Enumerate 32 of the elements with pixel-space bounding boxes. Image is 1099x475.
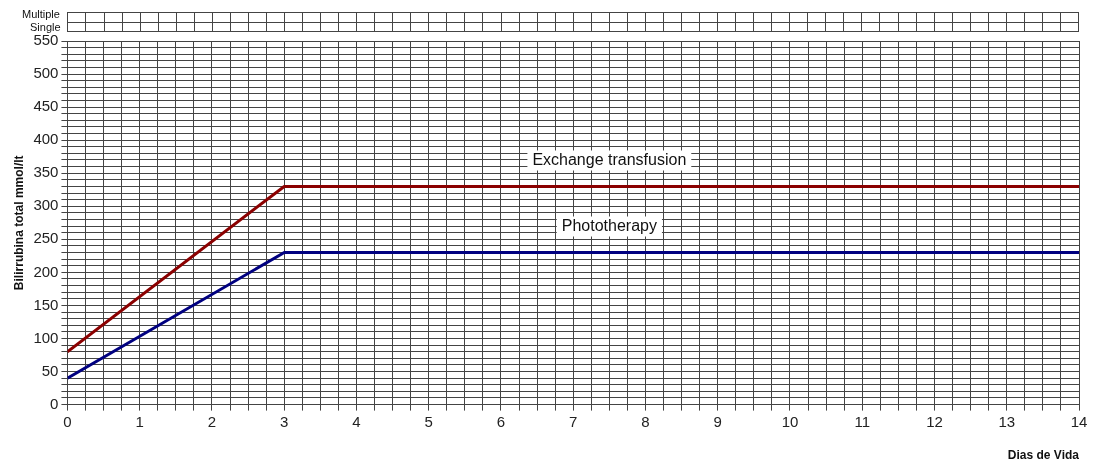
x-tick-label: 12 xyxy=(926,412,943,430)
x-tick-label: 8 xyxy=(641,412,650,430)
x-tick-label: 2 xyxy=(207,412,217,430)
y-tick-label: 250 xyxy=(33,229,59,247)
x-axis-title: Dias de Vida xyxy=(1007,448,1080,463)
y-tick-label: 300 xyxy=(33,196,59,214)
x-tick-label: 4 xyxy=(352,412,361,430)
y-tick-label: 450 xyxy=(33,97,59,115)
y-tick-label: 100 xyxy=(33,328,59,346)
series-label: Exchange transfusion xyxy=(532,150,687,168)
x-tick-label: 7 xyxy=(569,412,578,430)
y-axis-title: Bilirrubina total mmol/lt xyxy=(11,155,26,291)
text: Single xyxy=(29,21,62,34)
x-tick-label: 14 xyxy=(1070,412,1088,430)
x-tick-label: 5 xyxy=(424,412,433,430)
x-tick-label: 13 xyxy=(998,412,1016,430)
y-tick-label: 400 xyxy=(33,130,59,148)
y-tick-label: 350 xyxy=(33,163,59,181)
x-tick-label: 1 xyxy=(135,412,144,430)
y-tick-label: 150 xyxy=(33,295,59,313)
x-tick-label: 11 xyxy=(854,412,871,430)
x-tick-label: 9 xyxy=(713,412,722,430)
series-label: Phototherapy xyxy=(561,216,657,234)
y-tick-label: 500 xyxy=(33,64,59,82)
x-tick-label: 0 xyxy=(63,412,72,430)
x-tick-label: 6 xyxy=(496,412,506,430)
y-tick-label: 200 xyxy=(33,262,59,280)
x-tick-label: 3 xyxy=(280,412,289,430)
y-tick-label: 0 xyxy=(50,394,59,412)
text: Multiple xyxy=(22,8,61,21)
y-tick-label: 50 xyxy=(41,361,59,379)
x-tick-label: 10 xyxy=(781,412,799,430)
